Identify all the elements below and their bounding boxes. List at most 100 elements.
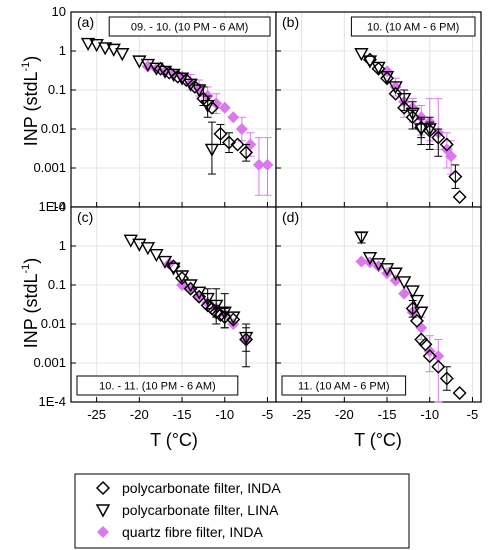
legend-marker-triangle-down-open [95, 504, 111, 518]
data-point-inda-pc [196, 91, 211, 106]
plot-frame [275, 206, 482, 403]
panel-letter: (b) [282, 14, 299, 30]
data-point-inda-pc [422, 349, 437, 364]
panel-c: 10 1 0.1 0.01 0.001 1E-4 -25 -20 -15 -10 -5 (c) 10. … [33, 199, 277, 422]
panel-label-box [350, 16, 476, 37]
y-tick-label: 1E-4 [39, 394, 66, 409]
data-point-lina [354, 231, 369, 245]
data-point-quartz [355, 255, 368, 268]
data-point-lina [157, 255, 173, 269]
data-point-lina [414, 306, 429, 320]
legend-label-quartz: quartz fibre filter, INDA [122, 524, 263, 540]
panel-label-box [281, 375, 407, 396]
data-point-inda-pc [448, 169, 463, 184]
data-point-inda-pc [226, 312, 241, 327]
data-point-inda-pc [439, 371, 454, 386]
panel-label-box [108, 16, 271, 37]
y-tick-label: 10 [52, 199, 66, 214]
data-point-lina [97, 42, 113, 56]
data-point-inda-pc [153, 61, 168, 76]
legend-label-lina: polycarbonate filter, LINA [122, 502, 279, 518]
data-point-inda-pc [217, 310, 232, 325]
y-tick-label: 0.001 [33, 355, 66, 370]
data-point-quartz [261, 158, 274, 171]
data-point-quartz [235, 123, 248, 135]
data-point-inda-pc [230, 137, 245, 152]
x-tick-label: -5 [467, 407, 479, 422]
data-point-inda-pc [452, 190, 467, 205]
y-tick-label: 1E-4 [39, 199, 66, 214]
data-point-inda-pc [213, 126, 228, 141]
panel-d: -25 -20 -15 -10 -5 (d) 11. (10 AM - 6 PM) [275, 206, 482, 422]
y-tick-label: 10 [52, 4, 66, 19]
data-point-lina [388, 267, 403, 281]
data-point-inda-pc [418, 337, 433, 352]
data-point-inda-pc [192, 289, 207, 304]
plot-area [71, 12, 276, 207]
plot-area [71, 207, 276, 402]
data-point-quartz [252, 158, 265, 171]
data-point-inda-pc [175, 271, 190, 286]
data-point-lina [149, 62, 164, 76]
data-point-inda-pc [431, 359, 446, 374]
panel-label-box [76, 375, 239, 396]
plot-area [276, 12, 481, 207]
data-point-inda-pc [204, 100, 219, 115]
y-axis-title-bottom: INP (stdL-1) [20, 258, 41, 348]
data-point-inda-pc [405, 110, 420, 125]
data-point-inda-pc [362, 52, 377, 67]
x-tick-label: -15 [378, 407, 397, 422]
data-point-inda-pc [166, 259, 181, 274]
legend-label-inda-pc: polycarbonate filter, INDA [122, 480, 281, 496]
data-point-inda-pc [431, 130, 446, 145]
plot-area [276, 207, 481, 402]
data-point-quartz [218, 101, 231, 114]
y-tick-label: 0.1 [48, 277, 66, 292]
y-tick-label: 0.01 [41, 316, 66, 331]
y-axis-title-top: INP (stdL-1) [20, 56, 41, 146]
panel-label: 11. (10 AM - 6 PM) [298, 381, 390, 393]
data-point-lina [140, 242, 156, 256]
panel-a: 10 1 0.1 0.01 0.001 1E-4 (a) 09. - 10. (10 PM -… [33, 4, 277, 214]
data-point-inda-pc [183, 281, 198, 296]
data-point-inda-pc [405, 301, 420, 316]
series-inda_pc [166, 259, 254, 352]
series-lina [354, 231, 429, 320]
legend: polycarbonate filter, INDA polycarbonate… [74, 473, 410, 549]
data-point-inda-pc [222, 135, 237, 150]
data-point-inda-pc [239, 145, 254, 160]
legend-marker-diamond-open [95, 480, 111, 496]
data-point-inda-pc [170, 69, 185, 84]
data-point-inda-pc [380, 71, 395, 86]
data-point-quartz [227, 111, 240, 124]
x-tick-label: -5 [262, 407, 274, 422]
panel-label: 10. (10 AM - 6 PM) [367, 22, 459, 34]
panel-label: 10. - 11. (10 PM - 6 AM) [99, 381, 216, 393]
y-tick-label: 1 [59, 238, 66, 253]
data-point-lina [200, 292, 215, 306]
data-point-inda-pc [409, 313, 424, 328]
data-point-lina [405, 285, 420, 299]
data-point-lina [396, 92, 412, 107]
data-point-lina [362, 55, 378, 69]
panel-label: 09. - 10. (10 PM - 6 AM) [131, 22, 248, 34]
data-point-lina [204, 143, 220, 157]
legend-marker-diamond-filled [97, 526, 109, 538]
data-point-lina [115, 48, 130, 62]
x-tick-label: -10 [215, 407, 234, 422]
data-point-inda-pc [239, 332, 254, 347]
legend-box [74, 473, 410, 549]
x-tick-label: -25 [292, 407, 311, 422]
data-point-inda-pc [452, 386, 467, 401]
x-tick-label: -20 [130, 407, 149, 422]
panel-letter: (d) [282, 209, 299, 225]
data-point-quartz [398, 287, 411, 300]
data-point-inda-pc [187, 79, 202, 94]
y-tick-label: 1 [59, 43, 66, 58]
data-point-inda-pc [397, 100, 412, 115]
x-tick-label: -10 [420, 407, 439, 422]
data-point-lina [80, 37, 96, 52]
data-point-inda-pc [422, 123, 437, 138]
y-tick-label: 0.1 [48, 82, 66, 97]
